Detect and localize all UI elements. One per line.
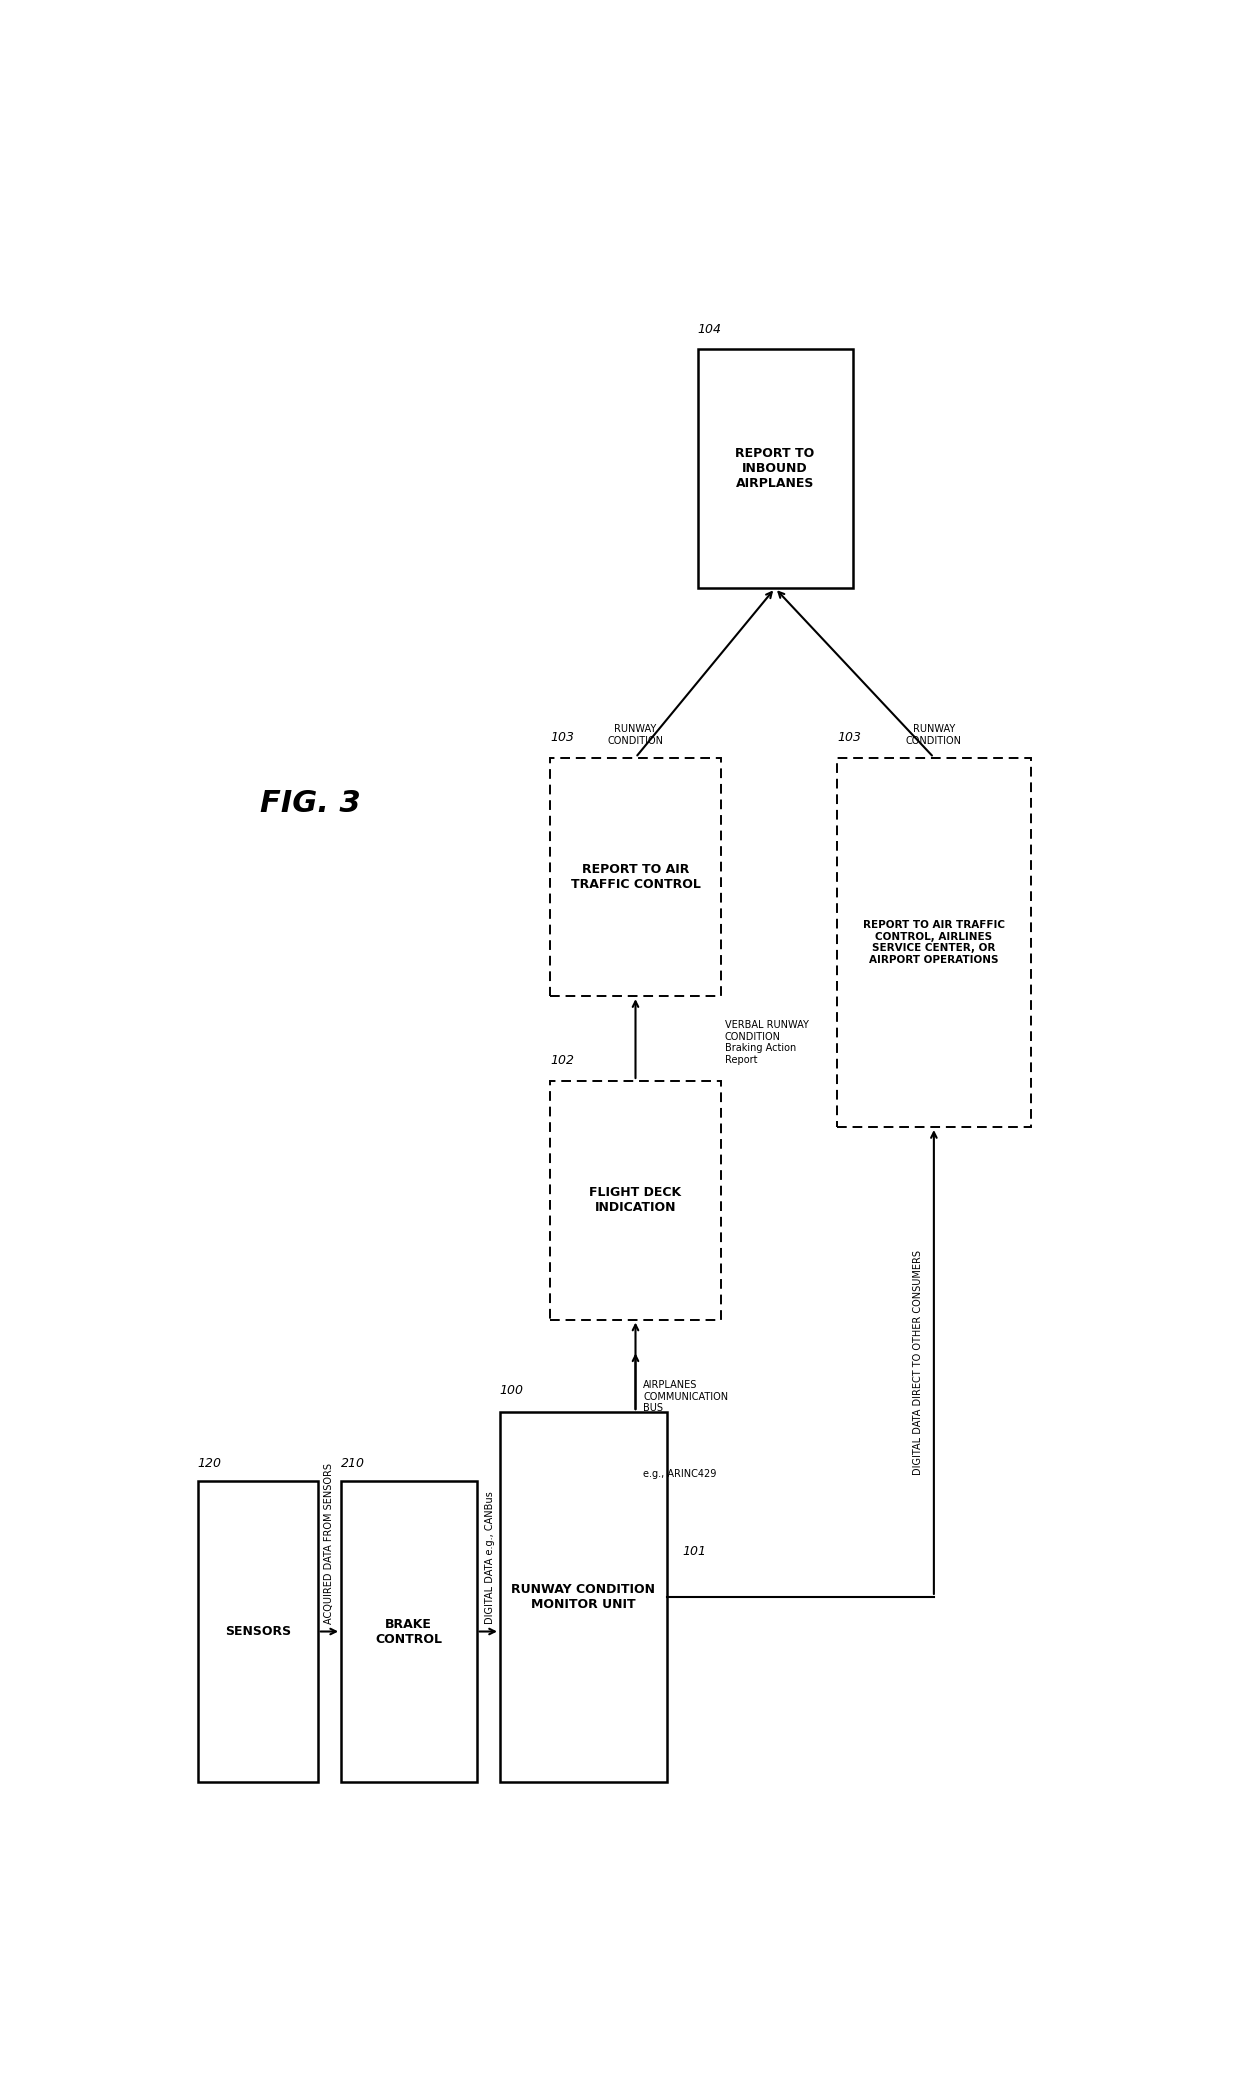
Bar — [551, 1081, 720, 1320]
Bar — [551, 758, 720, 995]
Bar — [500, 1413, 667, 1781]
Text: REPORT TO
INBOUND
AIRPLANES: REPORT TO INBOUND AIRPLANES — [735, 447, 815, 490]
Text: VERBAL RUNWAY
CONDITION
Braking Action
Report: VERBAL RUNWAY CONDITION Braking Action R… — [724, 1020, 808, 1064]
Text: BRAKE
CONTROL: BRAKE CONTROL — [376, 1617, 443, 1646]
Text: 210: 210 — [341, 1457, 365, 1469]
Bar — [697, 349, 853, 588]
Text: 102: 102 — [551, 1054, 574, 1068]
Text: 103: 103 — [837, 731, 861, 744]
Text: 101: 101 — [682, 1546, 706, 1558]
Bar — [197, 1482, 317, 1781]
Text: RUNWAY
CONDITION: RUNWAY CONDITION — [906, 725, 962, 746]
Text: 104: 104 — [697, 322, 722, 337]
Text: AIRPLANES
COMMUNICATION
BUS: AIRPLANES COMMUNICATION BUS — [644, 1380, 728, 1413]
Bar — [341, 1482, 476, 1781]
Text: REPORT TO AIR TRAFFIC
CONTROL, AIRLINES
SERVICE CENTER, OR
AIRPORT OPERATIONS: REPORT TO AIR TRAFFIC CONTROL, AIRLINES … — [863, 921, 1004, 964]
Text: ACQUIRED DATA FROM SENSORS: ACQUIRED DATA FROM SENSORS — [325, 1463, 335, 1623]
Text: 100: 100 — [500, 1384, 523, 1396]
Text: 103: 103 — [551, 731, 574, 744]
Text: FIG. 3: FIG. 3 — [259, 790, 361, 819]
Text: SENSORS: SENSORS — [224, 1625, 290, 1637]
Text: RUNWAY CONDITION
MONITOR UNIT: RUNWAY CONDITION MONITOR UNIT — [511, 1583, 655, 1610]
Text: 120: 120 — [197, 1457, 222, 1469]
Text: FLIGHT DECK
INDICATION: FLIGHT DECK INDICATION — [589, 1187, 682, 1214]
Text: e.g., ARINC429: e.g., ARINC429 — [644, 1469, 717, 1480]
Text: REPORT TO AIR
TRAFFIC CONTROL: REPORT TO AIR TRAFFIC CONTROL — [570, 862, 701, 891]
Text: DIGITAL DATA e.g., CANBus: DIGITAL DATA e.g., CANBus — [485, 1492, 495, 1623]
Text: DIGITAL DATA DIRECT TO OTHER CONSUMERS: DIGITAL DATA DIRECT TO OTHER CONSUMERS — [914, 1249, 924, 1475]
Bar — [837, 758, 1030, 1126]
Text: RUNWAY
CONDITION: RUNWAY CONDITION — [608, 725, 663, 746]
